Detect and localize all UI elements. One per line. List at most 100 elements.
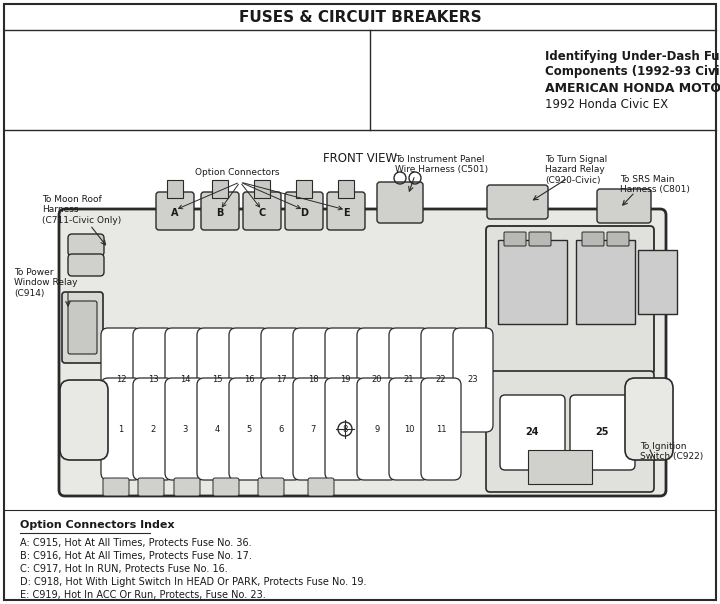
FancyBboxPatch shape: [421, 328, 461, 432]
Text: C: C917, Hot In RUN, Protects Fuse No. 16.: C: C917, Hot In RUN, Protects Fuse No. 1…: [20, 564, 228, 574]
FancyBboxPatch shape: [261, 378, 301, 480]
FancyBboxPatch shape: [582, 232, 604, 246]
Bar: [167, 180, 183, 198]
Text: B: C916, Hot At All Times, Protects Fuse No. 17.: B: C916, Hot At All Times, Protects Fuse…: [20, 551, 252, 561]
Text: 8: 8: [342, 425, 348, 434]
FancyBboxPatch shape: [377, 182, 423, 223]
FancyBboxPatch shape: [487, 185, 548, 219]
Text: 15: 15: [212, 376, 222, 385]
Text: 1992 Honda Civic EX: 1992 Honda Civic EX: [545, 98, 668, 111]
Text: 1: 1: [118, 425, 124, 434]
FancyBboxPatch shape: [103, 478, 129, 496]
FancyBboxPatch shape: [576, 240, 635, 324]
FancyBboxPatch shape: [498, 240, 567, 324]
Text: 23: 23: [468, 376, 478, 385]
Text: To Ignition
Switch (C922): To Ignition Switch (C922): [640, 442, 703, 461]
FancyBboxPatch shape: [258, 478, 284, 496]
Bar: [254, 180, 270, 198]
Text: 9: 9: [374, 425, 379, 434]
Text: Option Connectors Index: Option Connectors Index: [20, 520, 174, 530]
FancyBboxPatch shape: [133, 328, 173, 432]
Text: 21: 21: [404, 376, 414, 385]
Bar: [212, 180, 228, 198]
Text: 14: 14: [180, 376, 190, 385]
FancyBboxPatch shape: [213, 478, 239, 496]
FancyBboxPatch shape: [453, 328, 493, 432]
FancyBboxPatch shape: [504, 232, 526, 246]
FancyBboxPatch shape: [597, 189, 651, 223]
Text: 2: 2: [150, 425, 156, 434]
Text: 19: 19: [340, 376, 350, 385]
FancyBboxPatch shape: [570, 395, 635, 470]
Text: A: C915, Hot At All Times, Protects Fuse No. 36.: A: C915, Hot At All Times, Protects Fuse…: [20, 538, 251, 548]
Text: C: C: [258, 208, 266, 218]
FancyBboxPatch shape: [165, 328, 205, 432]
Text: E: C919, Hot In ACC Or Run, Protects, Fuse No. 23.: E: C919, Hot In ACC Or Run, Protects, Fu…: [20, 590, 266, 600]
Text: 11: 11: [436, 425, 446, 434]
FancyBboxPatch shape: [327, 192, 365, 230]
FancyBboxPatch shape: [285, 192, 323, 230]
FancyBboxPatch shape: [486, 371, 654, 492]
FancyBboxPatch shape: [389, 328, 429, 432]
FancyBboxPatch shape: [243, 192, 281, 230]
FancyBboxPatch shape: [68, 301, 97, 354]
Text: Components (1992-93 Civic & 1993 Civic Del Sol): Components (1992-93 Civic & 1993 Civic D…: [545, 65, 720, 78]
Text: 4: 4: [215, 425, 220, 434]
Text: To Moon Roof
Harness
(C711-Civic Only): To Moon Roof Harness (C711-Civic Only): [42, 195, 121, 225]
FancyBboxPatch shape: [68, 234, 104, 256]
FancyBboxPatch shape: [156, 192, 194, 230]
FancyBboxPatch shape: [201, 192, 239, 230]
Text: 5: 5: [246, 425, 251, 434]
FancyBboxPatch shape: [197, 328, 237, 432]
FancyBboxPatch shape: [529, 232, 551, 246]
Text: 20: 20: [372, 376, 382, 385]
Text: 3: 3: [182, 425, 188, 434]
Text: A: A: [171, 208, 179, 218]
Text: To Instrument Panel
Wire Harness (C501): To Instrument Panel Wire Harness (C501): [395, 155, 488, 175]
Text: 17: 17: [276, 376, 287, 385]
FancyBboxPatch shape: [101, 328, 141, 432]
FancyBboxPatch shape: [325, 328, 365, 432]
FancyBboxPatch shape: [293, 328, 333, 432]
FancyBboxPatch shape: [325, 378, 365, 480]
Text: Identifying Under-Dash Fuse/Relay Box: Identifying Under-Dash Fuse/Relay Box: [545, 50, 720, 63]
FancyBboxPatch shape: [229, 378, 269, 480]
FancyBboxPatch shape: [293, 378, 333, 480]
FancyBboxPatch shape: [421, 378, 461, 480]
Text: 18: 18: [307, 376, 318, 385]
FancyBboxPatch shape: [625, 378, 673, 460]
FancyBboxPatch shape: [638, 250, 677, 314]
Bar: [338, 180, 354, 198]
Text: To Turn Signal
Hazard Relay
(C920-Civic): To Turn Signal Hazard Relay (C920-Civic): [545, 155, 607, 185]
Text: 25: 25: [595, 427, 608, 437]
FancyBboxPatch shape: [486, 226, 654, 374]
Text: Option Connectors: Option Connectors: [195, 168, 279, 177]
Text: 6: 6: [279, 425, 284, 434]
FancyBboxPatch shape: [59, 209, 666, 496]
FancyBboxPatch shape: [133, 378, 173, 480]
FancyBboxPatch shape: [500, 395, 565, 470]
Text: FUSES & CIRCUIT BREAKERS: FUSES & CIRCUIT BREAKERS: [239, 10, 481, 25]
FancyBboxPatch shape: [357, 378, 397, 480]
Text: To SRS Main
Harness (C801): To SRS Main Harness (C801): [620, 175, 690, 194]
Text: 24: 24: [526, 427, 539, 437]
FancyBboxPatch shape: [60, 380, 108, 460]
Text: To Power
Window Relay
(C914): To Power Window Relay (C914): [14, 268, 78, 298]
Text: 10: 10: [404, 425, 414, 434]
FancyBboxPatch shape: [229, 328, 269, 432]
Text: 22: 22: [436, 376, 446, 385]
FancyBboxPatch shape: [138, 478, 164, 496]
FancyBboxPatch shape: [68, 254, 104, 276]
Text: D: C918, Hot With Light Switch In HEAD Or PARK, Protects Fuse No. 19.: D: C918, Hot With Light Switch In HEAD O…: [20, 577, 366, 587]
Bar: [296, 180, 312, 198]
FancyBboxPatch shape: [197, 378, 237, 480]
FancyBboxPatch shape: [165, 378, 205, 480]
Text: 7: 7: [310, 425, 315, 434]
Text: 12: 12: [116, 376, 126, 385]
Text: E: E: [343, 208, 349, 218]
FancyBboxPatch shape: [174, 478, 200, 496]
FancyBboxPatch shape: [528, 450, 592, 484]
FancyBboxPatch shape: [607, 232, 629, 246]
Text: D: D: [300, 208, 308, 218]
FancyBboxPatch shape: [62, 292, 103, 363]
